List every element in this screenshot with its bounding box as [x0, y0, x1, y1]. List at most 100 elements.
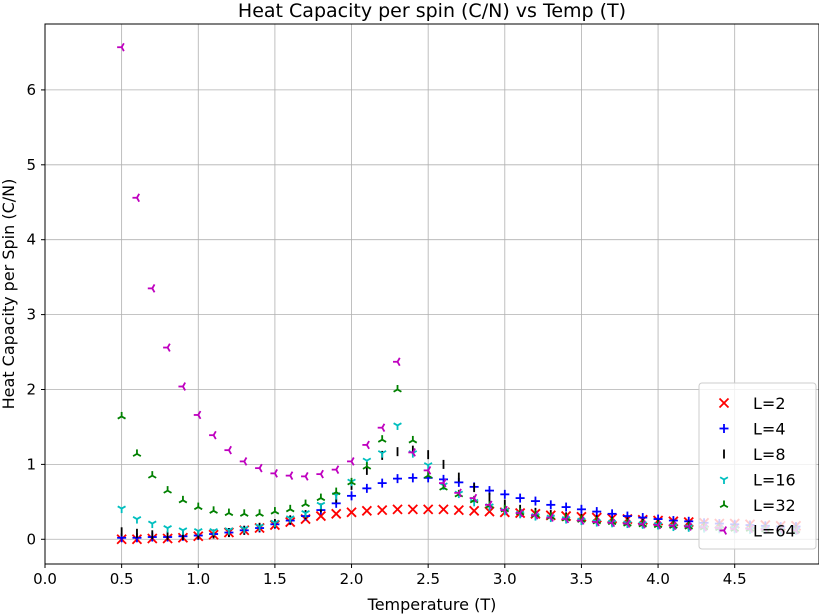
series-l-64: [117, 42, 800, 535]
data-point: [407, 504, 418, 515]
data-point: [347, 457, 355, 466]
data-point: [515, 508, 524, 518]
y-axis-ticks: 0 1 2 3 4 5 6: [26, 81, 45, 548]
data-point: [361, 505, 372, 516]
legend-item: L=8: [723, 445, 786, 464]
data-point: [132, 193, 140, 203]
data-point: [592, 517, 600, 527]
data-point: [408, 435, 418, 444]
data-point: [515, 493, 525, 503]
data-point: [224, 445, 232, 455]
legend-label: L=64: [753, 522, 796, 541]
data-point: [546, 513, 554, 522]
data-point: [653, 520, 662, 530]
legend-label: L=8: [753, 445, 786, 464]
data-point: [224, 508, 234, 517]
data-point: [393, 422, 402, 430]
x-tick-label: 4.0: [646, 570, 670, 588]
data-point: [331, 487, 341, 496]
legend-item: L=64: [719, 522, 796, 541]
legend-item: L=4: [719, 420, 786, 439]
y-tick-label: 5: [26, 156, 36, 174]
data-point: [239, 525, 249, 534]
data-point: [576, 504, 586, 514]
y-tick-label: 3: [26, 306, 36, 324]
data-point: [132, 449, 142, 457]
x-tick-label: 1.0: [186, 570, 210, 588]
x-axis-label: Temperature (T): [367, 595, 497, 614]
data-point: [315, 510, 327, 522]
data-point: [423, 466, 432, 475]
chart-title: Heat Capacity per spin (C/N) vs Temp (T): [238, 0, 626, 22]
x-tick-label: 2.0: [340, 570, 364, 588]
data-point: [423, 504, 434, 515]
data-point: [377, 423, 386, 433]
data-point: [454, 488, 462, 498]
legend-label: L=16: [753, 471, 796, 490]
data-point: [163, 343, 171, 352]
data-point: [163, 525, 172, 533]
data-point: [484, 500, 493, 510]
data-point: [530, 496, 540, 506]
data-point: [668, 521, 677, 531]
data-point: [193, 528, 203, 536]
grid: [44, 24, 819, 564]
y-tick-label: 6: [26, 81, 36, 99]
legend-marker: [719, 476, 729, 484]
y-tick-label: 4: [26, 231, 36, 249]
data-point: [561, 514, 570, 524]
data-point: [301, 499, 310, 508]
legend-label: L=4: [753, 420, 786, 439]
data-point: [622, 519, 631, 528]
legend-label: L=32: [753, 496, 796, 515]
x-tick-label: 0.5: [110, 570, 134, 588]
data-point: [147, 284, 156, 293]
data-point: [285, 504, 295, 513]
data-point: [393, 474, 403, 484]
data-point: [316, 501, 326, 510]
data-point: [193, 502, 203, 511]
data-point: [346, 507, 357, 518]
data-point: [362, 462, 372, 470]
legend-item: L=32: [719, 496, 796, 515]
data-point: [438, 478, 447, 488]
legend-marker: [719, 500, 729, 509]
data-point: [285, 471, 294, 480]
data-point: [117, 411, 126, 420]
data-point: [147, 520, 157, 529]
data-point: [347, 477, 356, 486]
data-point: [255, 523, 264, 532]
data-point: [362, 440, 370, 450]
data-point: [239, 509, 249, 517]
legend-label: L=2: [753, 394, 786, 413]
data-point: [147, 471, 157, 479]
data-point: [377, 435, 387, 443]
data-point: [347, 491, 357, 501]
data-point: [500, 505, 508, 515]
data-point: [392, 504, 403, 515]
data-point: [178, 382, 186, 391]
data-point: [393, 384, 402, 393]
plot-frame: [44, 23, 819, 565]
data-point: [607, 518, 616, 528]
legend-item: L=16: [719, 471, 796, 490]
data-point: [438, 504, 449, 515]
data-point: [377, 478, 387, 488]
data-point: [209, 528, 218, 536]
legend-marker: [719, 526, 728, 535]
data-point: [209, 506, 218, 514]
x-tick-label: 2.5: [416, 570, 440, 588]
x-tick-label: 0.0: [33, 570, 57, 588]
x-tick-label: 4.5: [723, 570, 747, 588]
data-point: [331, 465, 340, 474]
data-point: [132, 516, 142, 524]
data-point: [561, 502, 571, 512]
legend: L=2 L=4 L=8 L=16 L=32 L=64: [698, 382, 817, 550]
data-point: [255, 509, 264, 517]
data-point: [255, 463, 263, 473]
data-point: [239, 457, 248, 466]
data-point: [592, 507, 602, 517]
data-point: [270, 507, 280, 515]
data-point: [178, 495, 188, 504]
